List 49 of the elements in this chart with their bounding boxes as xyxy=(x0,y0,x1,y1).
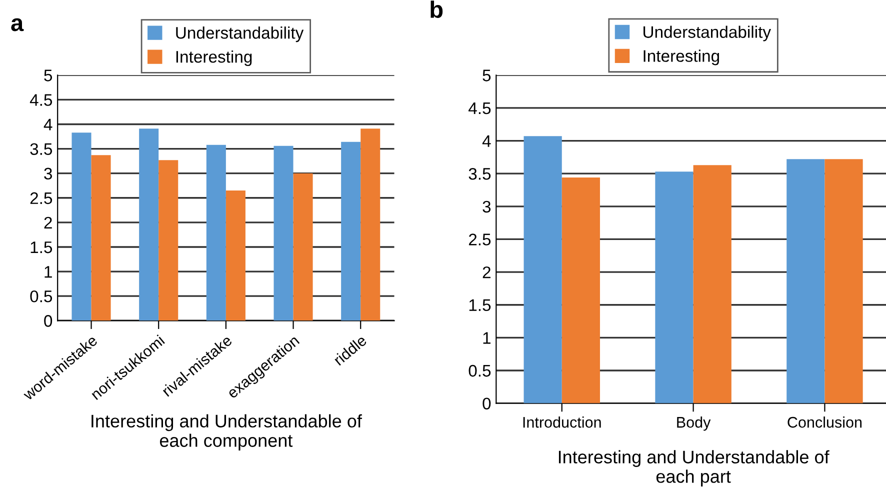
y-tick-label: 5 xyxy=(482,70,491,82)
bar xyxy=(91,155,111,321)
bar xyxy=(341,142,361,321)
y-tick-label: 4 xyxy=(44,118,52,130)
y-tick-label: 3.5 xyxy=(468,168,491,180)
x-tick-label: Body xyxy=(677,416,711,431)
bar xyxy=(139,128,159,321)
bar xyxy=(274,146,294,321)
y-tick-label: 2 xyxy=(44,216,52,228)
bar xyxy=(562,178,600,404)
chart-title: a xyxy=(11,18,24,32)
x-axis-title: Interesting and Understandable of each component xyxy=(92,414,362,451)
y-tick-label: 4.5 xyxy=(30,94,52,106)
x-tick-label: Introduction xyxy=(523,416,601,428)
bar xyxy=(655,172,694,404)
y-tick-label: 5 xyxy=(44,70,52,82)
y-tick-label: 2.5 xyxy=(30,192,52,204)
x-axis-title: Interesting and Understandable of each part xyxy=(558,450,830,486)
bar xyxy=(293,173,313,321)
bar xyxy=(72,132,92,321)
bar xyxy=(524,136,562,404)
y-tick-label: 3 xyxy=(482,200,491,213)
legend-label: Understandability xyxy=(644,26,771,42)
y-tick-label: 0 xyxy=(44,315,52,327)
bar xyxy=(158,160,178,321)
legend-label: Interesting xyxy=(176,50,252,66)
y-tick-label: 1.5 xyxy=(469,299,491,312)
y-tick-label: 0 xyxy=(482,398,491,410)
y-tick-label: 2.5 xyxy=(468,234,491,246)
y-tick-label: 2 xyxy=(482,266,490,278)
y-tick-label: 4.5 xyxy=(468,102,491,114)
y-tick-label: 0.5 xyxy=(468,364,491,377)
bar xyxy=(206,144,226,321)
y-tick-label: 1.5 xyxy=(30,242,52,254)
bar xyxy=(786,159,825,404)
legend-label: Understandability xyxy=(176,26,304,42)
bar xyxy=(824,159,863,404)
bar xyxy=(226,190,246,321)
legend-label: Interesting xyxy=(644,50,719,66)
y-tick-label: 0.5 xyxy=(30,290,52,302)
y-tick-label: 1 xyxy=(483,332,490,344)
y-tick-label: 3.5 xyxy=(30,143,52,155)
y-tick-label: 4 xyxy=(482,135,491,147)
bar xyxy=(360,128,380,321)
y-tick-label: 3 xyxy=(44,168,52,180)
bar xyxy=(693,165,732,404)
x-tick-label: Conclusion xyxy=(788,416,862,428)
y-tick-label: 1 xyxy=(44,266,52,278)
chart-title: b xyxy=(430,0,443,18)
